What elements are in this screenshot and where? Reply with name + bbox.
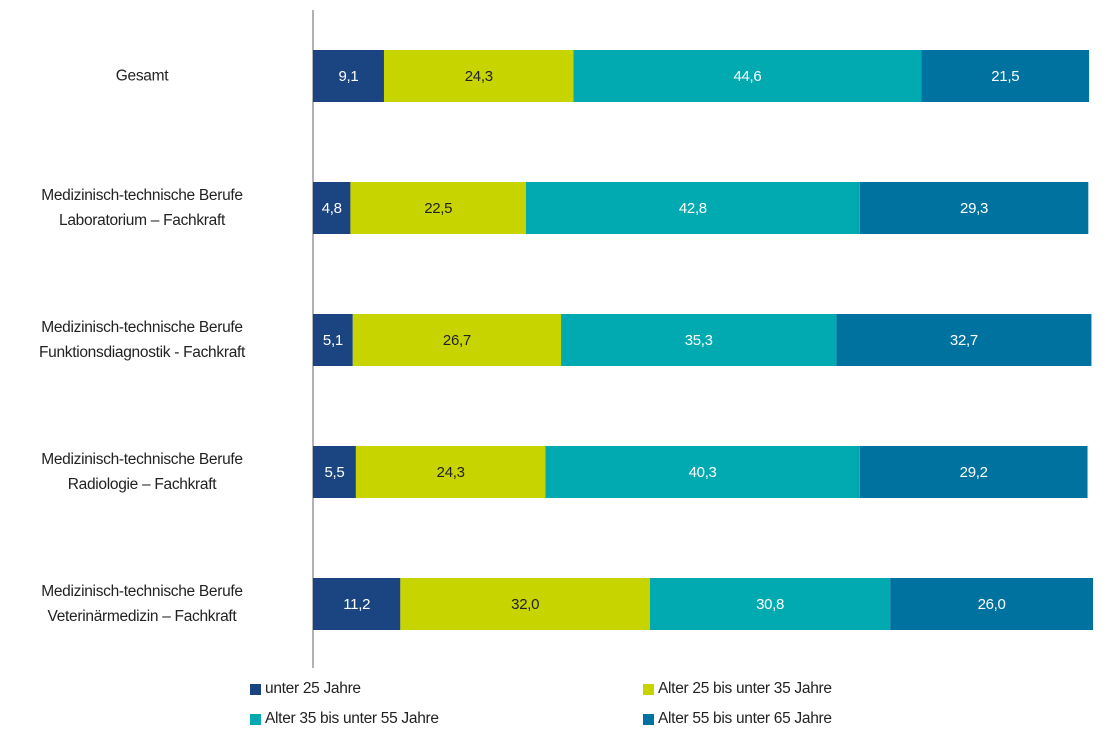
data-label: 24,3 <box>465 68 493 85</box>
bar-segment <box>649 578 891 630</box>
data-label: 40,3 <box>689 464 717 481</box>
data-label: 21,5 <box>991 68 1019 85</box>
legend-item: Alter 25 bis unter 35 Jahre <box>643 680 832 698</box>
bar-segment <box>573 50 922 102</box>
bar-segment <box>313 446 356 498</box>
legend-swatch <box>250 683 261 695</box>
data-label: 5,5 <box>324 464 344 481</box>
data-label: 9,1 <box>339 68 359 85</box>
data-label: 29,3 <box>960 200 988 217</box>
bar-segment <box>313 314 353 366</box>
data-label: 32,7 <box>950 332 978 349</box>
category-label: Medizinisch-technische Berufe Funktionsd… <box>38 319 246 361</box>
legend-item: Alter 55 bis unter 65 Jahre <box>643 710 832 728</box>
bar-segment <box>859 446 1088 498</box>
legend-label: unter 25 Jahre <box>265 680 361 697</box>
data-label: 22,5 <box>424 200 452 217</box>
category-label: Medizinisch-technische Berufe Veterinärm… <box>41 583 243 625</box>
data-label: 26,7 <box>443 332 471 349</box>
bar-segment <box>890 578 1093 630</box>
data-label: 30,8 <box>756 596 784 613</box>
legend-item: unter 25 Jahre <box>250 680 361 698</box>
category-label: Medizinisch-technische Berufe Radiologie… <box>41 451 243 493</box>
legend-label: Alter 25 bis unter 35 Jahre <box>658 680 832 697</box>
data-label: 32,0 <box>511 596 539 613</box>
bar-segment <box>525 182 860 234</box>
data-label: 44,6 <box>733 68 761 85</box>
bar-segment <box>561 314 837 366</box>
bar-segment <box>383 50 574 102</box>
legend-swatch <box>643 713 654 725</box>
legend-swatch <box>250 713 261 725</box>
bar-segment <box>859 182 1089 234</box>
bar-segment <box>921 50 1090 102</box>
legend-item: Alter 35 bis unter 55 Jahre <box>250 710 439 728</box>
bar-segment <box>313 182 351 234</box>
data-label: 5,1 <box>323 332 343 349</box>
bar-segment <box>313 578 401 630</box>
bar-segment <box>355 446 546 498</box>
data-label: 11,2 <box>343 596 370 613</box>
bar-segment <box>836 314 1092 366</box>
data-label: 35,3 <box>685 332 713 349</box>
bar-segment <box>545 446 860 498</box>
legend-label: Alter 35 bis unter 55 Jahre <box>265 710 439 727</box>
bar-segment <box>313 50 384 102</box>
bar-segment <box>400 578 650 630</box>
bar-segment <box>350 182 526 234</box>
data-label: 29,2 <box>960 464 988 481</box>
legend-label: Alter 55 bis unter 65 Jahre <box>658 710 832 727</box>
data-label: 26,0 <box>978 596 1006 613</box>
data-label: 24,3 <box>437 464 465 481</box>
legend-swatch <box>643 683 654 695</box>
data-label: 4,8 <box>322 200 342 217</box>
data-label: 42,8 <box>679 200 707 217</box>
category-label: Medizinisch-technische Berufe Laboratori… <box>41 187 243 229</box>
bar-segment <box>352 314 562 366</box>
category-label: Gesamt <box>115 67 169 85</box>
